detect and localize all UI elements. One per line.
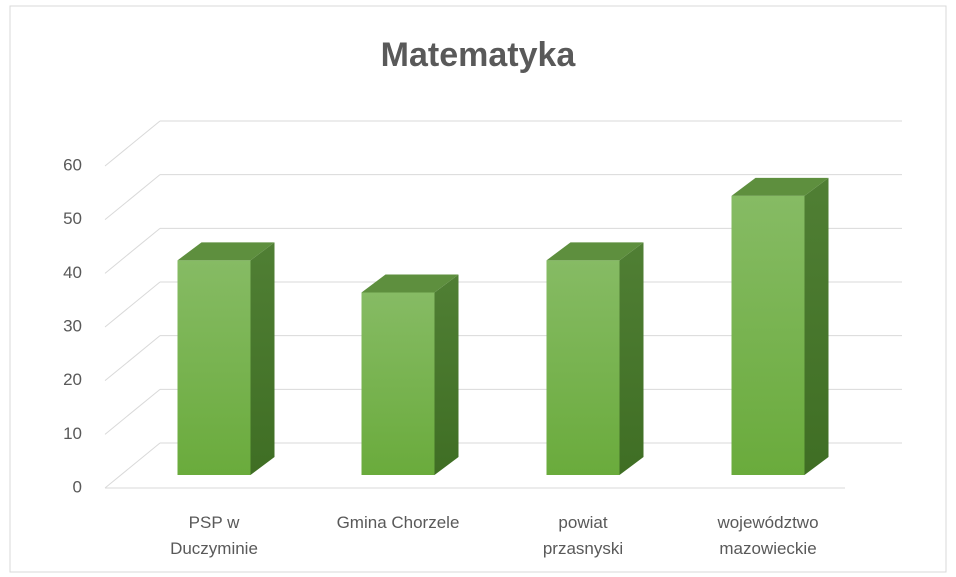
chart-title: Matematyka <box>381 36 577 74</box>
bar-top <box>361 274 459 293</box>
grid-line <box>104 174 161 221</box>
bar <box>546 242 644 475</box>
y-tick-label: 0 <box>73 477 82 496</box>
grid-line <box>104 335 161 382</box>
bar <box>177 242 275 475</box>
bar-side <box>804 177 829 475</box>
x-tick-label: powiat przasnyski <box>542 513 624 558</box>
bar-front <box>361 292 435 475</box>
bar-front <box>177 260 251 475</box>
bar <box>361 274 459 475</box>
bar-front <box>731 195 805 475</box>
x-tick-label: województwo mazowieckie <box>717 513 819 558</box>
bar-top <box>731 177 829 196</box>
y-tick-label: 60 <box>63 155 82 174</box>
bar-top <box>546 242 644 261</box>
bar-side <box>619 242 644 475</box>
grid-line <box>104 120 161 167</box>
bar-side <box>434 274 459 475</box>
grid-line <box>104 227 161 274</box>
x-tick-label: Gmina Chorzele <box>336 513 460 532</box>
x-tick-label: PSP w Duczyminie <box>170 513 258 558</box>
bar <box>731 177 829 475</box>
y-tick-label: 50 <box>63 209 82 228</box>
grid-line <box>104 388 161 435</box>
y-tick-label: 20 <box>63 370 82 389</box>
bar-side <box>250 242 275 475</box>
grid-line <box>104 442 161 489</box>
bar-top <box>177 242 275 261</box>
y-tick-label: 40 <box>63 263 82 282</box>
bar-front <box>546 260 620 475</box>
y-tick-label: 10 <box>63 424 82 443</box>
y-tick-label: 30 <box>63 316 82 335</box>
grid-line <box>104 281 161 328</box>
